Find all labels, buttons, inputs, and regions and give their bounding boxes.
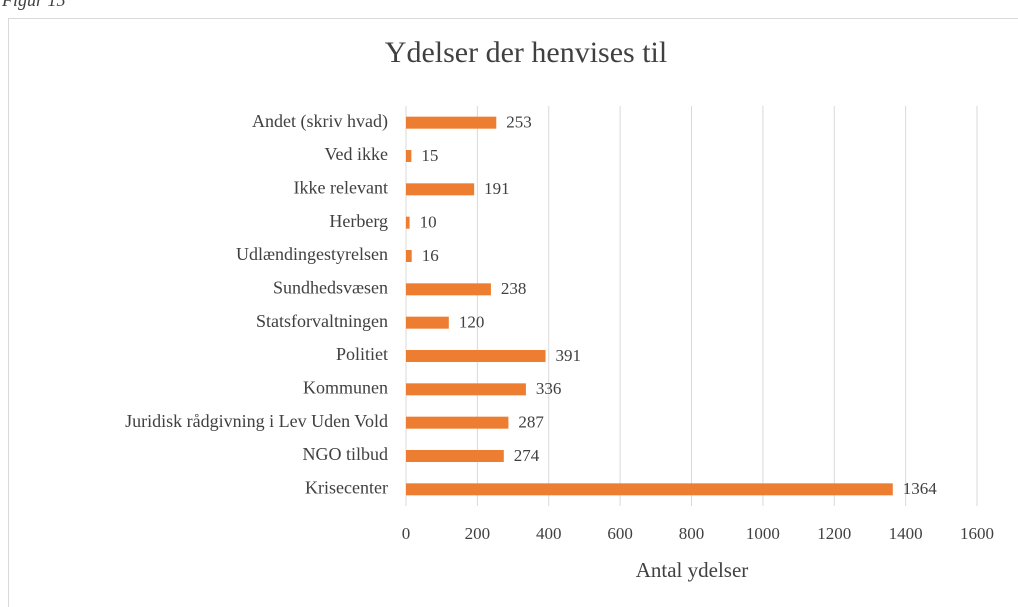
x-tick-label: 600 bbox=[607, 524, 633, 543]
bar bbox=[406, 116, 497, 129]
y-tick-label: Kommunen bbox=[303, 377, 388, 397]
bar bbox=[406, 416, 509, 429]
bar bbox=[406, 283, 491, 296]
chart-title: Ydelser der henvises til bbox=[385, 36, 667, 69]
bar bbox=[406, 483, 893, 496]
x-tick-label: 1200 bbox=[817, 524, 851, 543]
data-label: 1364 bbox=[903, 479, 938, 498]
bar bbox=[406, 183, 475, 196]
y-tick-label: Andet (skriv hvad) bbox=[252, 111, 388, 132]
data-label: 253 bbox=[506, 113, 532, 132]
y-tick-label: Politiet bbox=[336, 344, 388, 364]
x-tick-label: 200 bbox=[465, 524, 491, 543]
bar bbox=[406, 150, 412, 162]
y-tick-label: Ikke relevant bbox=[294, 177, 388, 197]
bar bbox=[406, 216, 410, 229]
y-tick-label: Udlændingestyrelsen bbox=[236, 244, 388, 264]
x-tick-label: 1000 bbox=[746, 524, 780, 543]
y-tick-label: Statsforvaltningen bbox=[256, 311, 388, 331]
y-tick-label: Sundhedsvæsen bbox=[273, 277, 388, 297]
data-label: 120 bbox=[459, 313, 485, 332]
x-tick-label: 800 bbox=[679, 524, 705, 543]
x-tick-label: 1400 bbox=[889, 524, 923, 543]
bar bbox=[406, 350, 546, 362]
y-tick-label: Krisecenter bbox=[305, 477, 388, 497]
x-tick-label: 0 bbox=[402, 524, 411, 543]
x-tick-label: 400 bbox=[536, 524, 562, 543]
y-tick-label: Ved ikke bbox=[325, 144, 388, 164]
bar bbox=[406, 450, 504, 462]
chart-frame bbox=[8, 18, 1018, 607]
x-axis-label: Antal ydelser bbox=[636, 558, 749, 582]
bar bbox=[406, 316, 449, 329]
y-tick-label: Juridisk rådgivning i Lev Uden Vold bbox=[125, 411, 388, 431]
data-label: 287 bbox=[518, 413, 544, 432]
data-label: 274 bbox=[514, 446, 540, 465]
data-label: 238 bbox=[501, 279, 527, 298]
bar bbox=[406, 383, 526, 396]
x-tick-label: 1600 bbox=[960, 524, 994, 543]
bar bbox=[406, 250, 412, 262]
y-tick-label: NGO tilbud bbox=[303, 444, 389, 464]
y-tick-label: Herberg bbox=[329, 211, 388, 231]
data-label: 191 bbox=[484, 179, 510, 198]
data-label: 336 bbox=[536, 379, 562, 398]
data-label: 391 bbox=[556, 346, 582, 365]
figure-caption: Figur 15 bbox=[1, 0, 66, 10]
data-label: 10 bbox=[420, 213, 437, 232]
data-label: 15 bbox=[421, 146, 438, 165]
data-label: 16 bbox=[422, 246, 439, 265]
